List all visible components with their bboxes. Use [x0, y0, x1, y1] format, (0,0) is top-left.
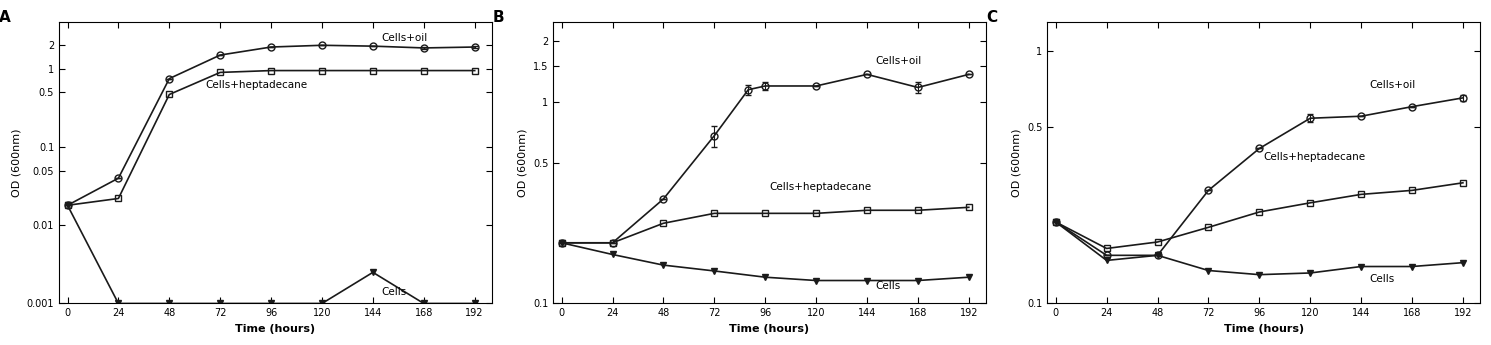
- Text: A: A: [0, 10, 10, 26]
- Text: Cells+oil: Cells+oil: [875, 56, 921, 66]
- Text: Cells: Cells: [382, 287, 407, 297]
- Y-axis label: OD (600nm): OD (600nm): [517, 128, 528, 197]
- Text: B: B: [492, 10, 504, 26]
- X-axis label: Time (hours): Time (hours): [236, 324, 316, 334]
- Y-axis label: OD (600nm): OD (600nm): [1011, 128, 1021, 197]
- Text: Cells+heptadecane: Cells+heptadecane: [1263, 152, 1366, 162]
- X-axis label: Time (hours): Time (hours): [729, 324, 810, 334]
- Text: Cells+heptadecane: Cells+heptadecane: [206, 80, 307, 90]
- X-axis label: Time (hours): Time (hours): [1224, 324, 1303, 334]
- Text: Cells: Cells: [1370, 274, 1396, 284]
- Text: Cells: Cells: [875, 281, 901, 291]
- Text: Cells+oil: Cells+oil: [382, 33, 428, 43]
- Text: Cells+oil: Cells+oil: [1370, 80, 1416, 90]
- Text: Cells+heptadecane: Cells+heptadecane: [769, 181, 872, 191]
- Y-axis label: OD (600nm): OD (600nm): [10, 128, 21, 197]
- Text: C: C: [987, 10, 997, 26]
